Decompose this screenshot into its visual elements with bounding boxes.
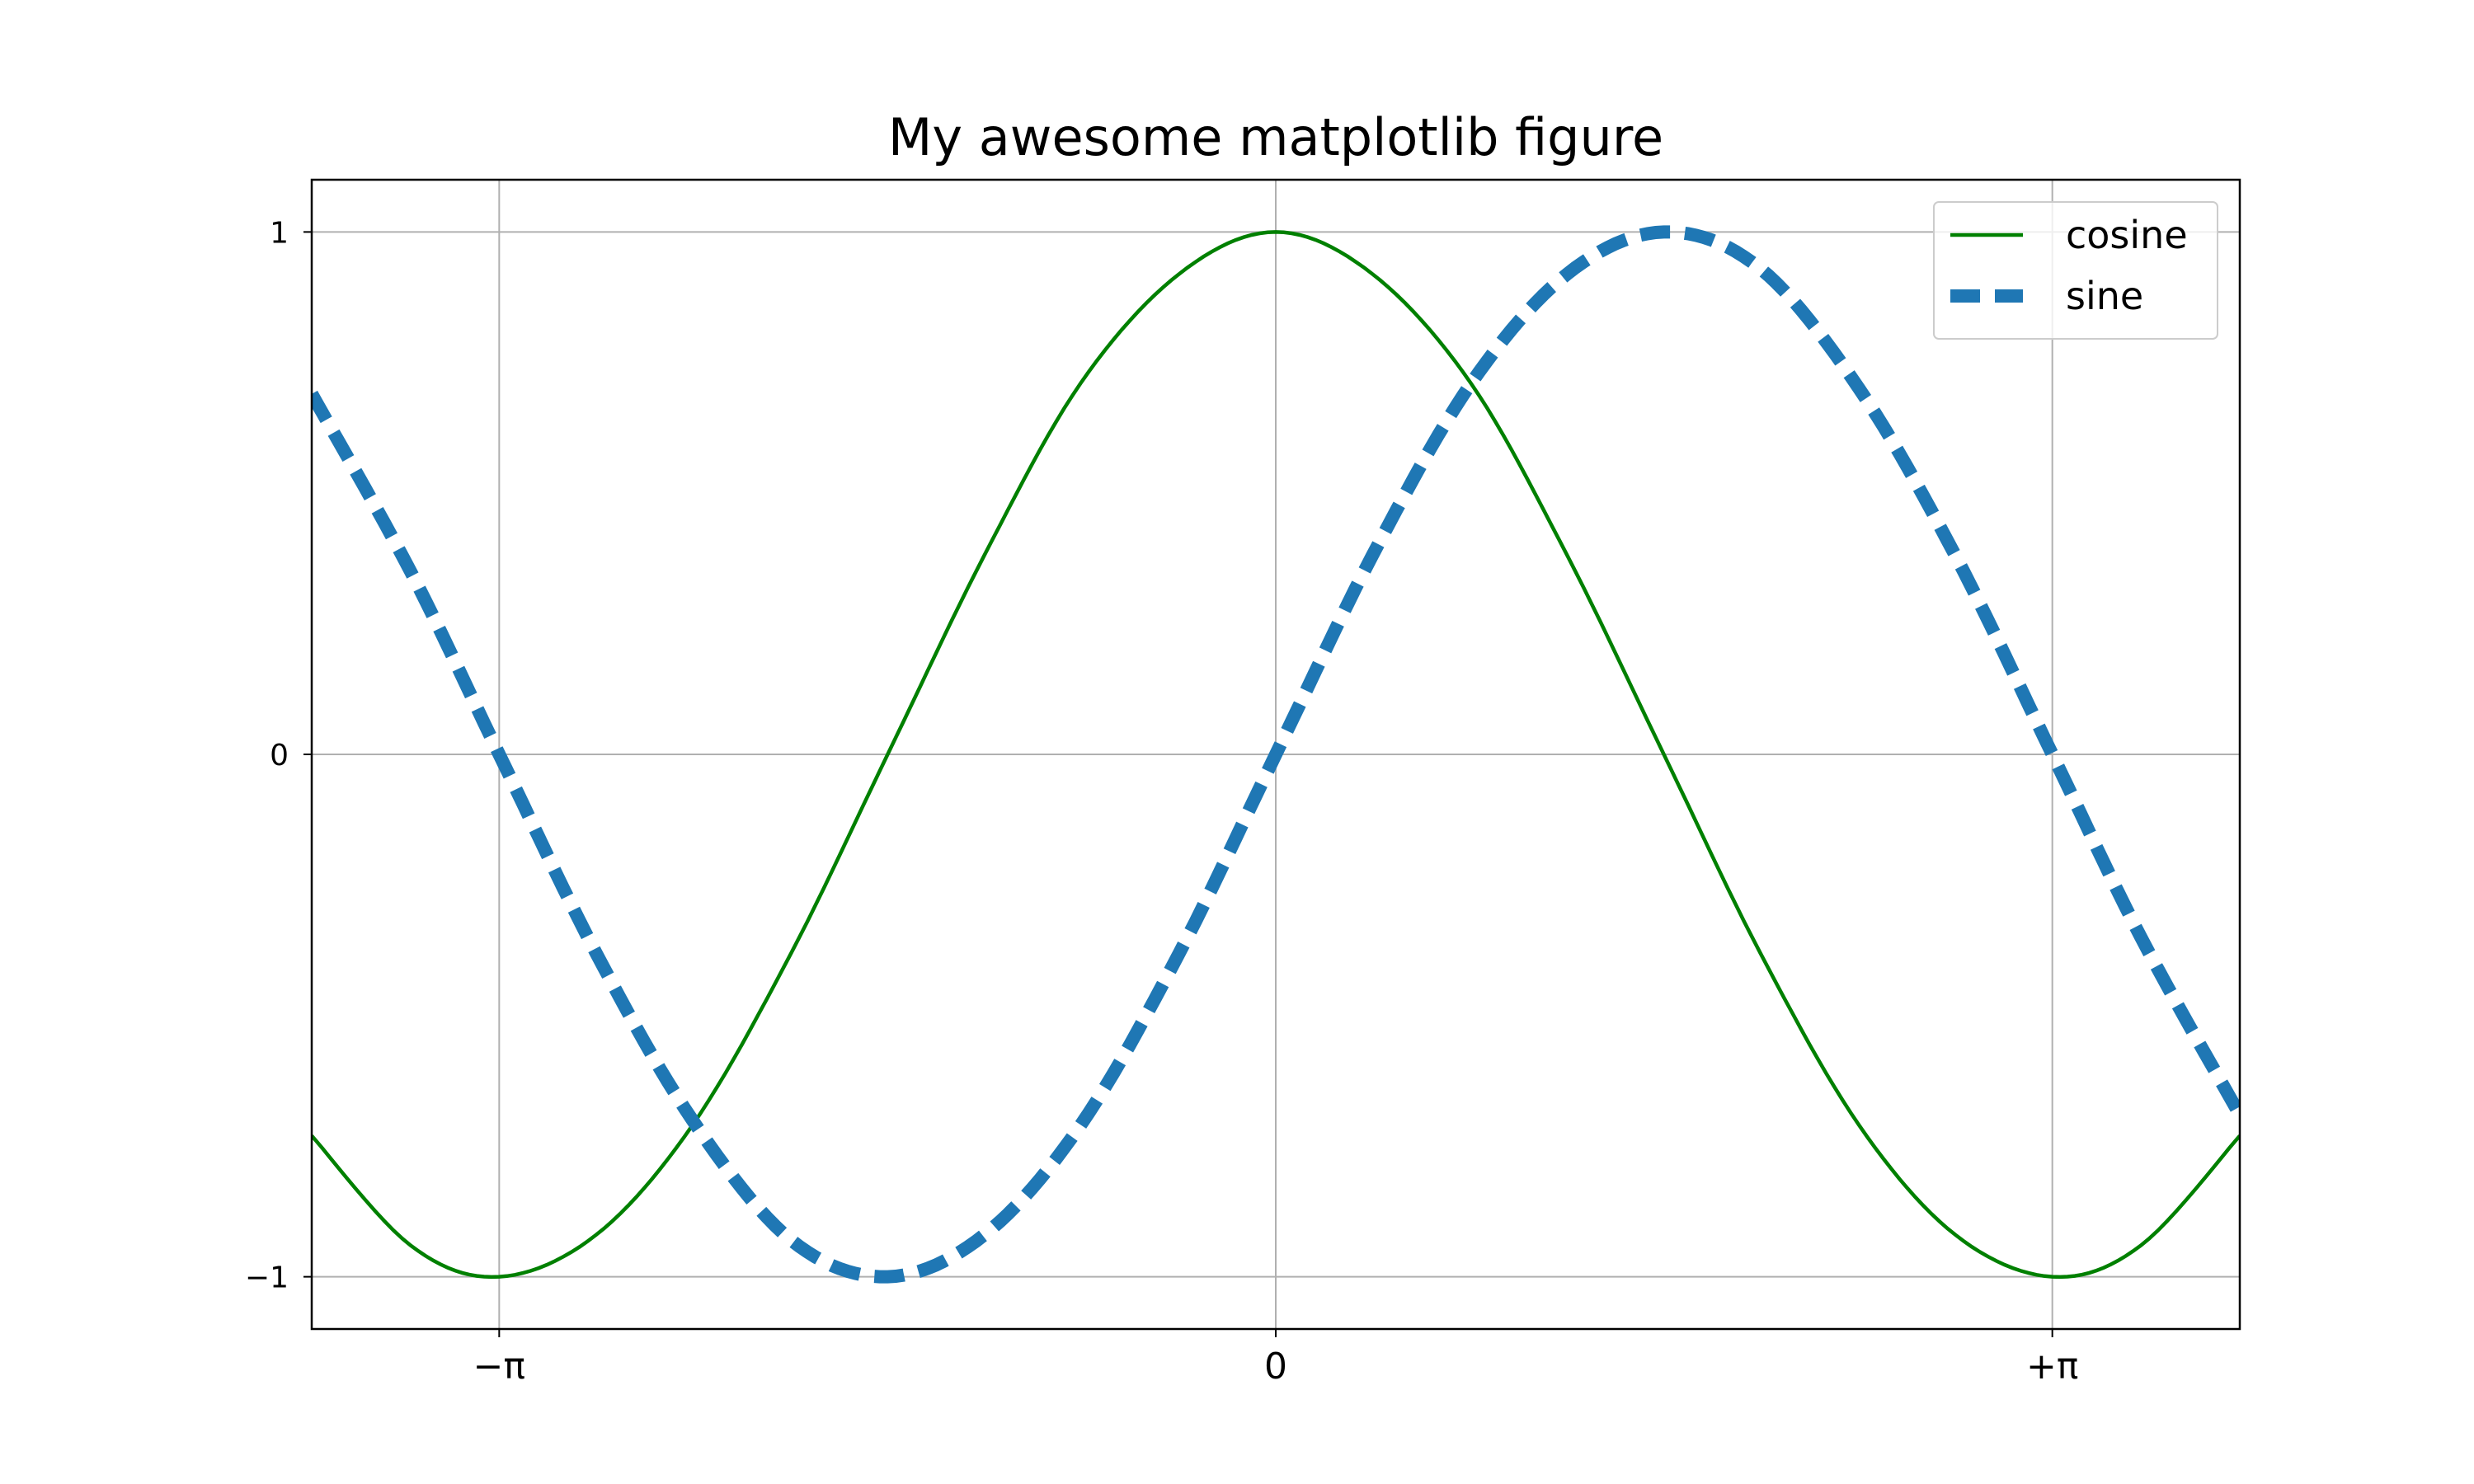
legend-items: cosine sine xyxy=(1950,213,2188,318)
legend-label-cosine: cosine xyxy=(2066,213,2188,257)
y-tick-label: 1 xyxy=(270,216,289,250)
ticks: −π 0 +π −1 0 1 xyxy=(245,216,2078,1388)
series-layer xyxy=(312,225,2240,1284)
legend: cosine sine xyxy=(1933,201,2218,340)
y-tick-label: 0 xyxy=(270,739,289,773)
x-tick-label: +π xyxy=(2026,1345,2078,1388)
series-line-cosine xyxy=(312,230,2240,1280)
legend-label-sine: sine xyxy=(2066,274,2143,318)
series-line-sine xyxy=(312,225,2240,1284)
x-tick-label: 0 xyxy=(1264,1345,1287,1388)
x-tick-label: −π xyxy=(473,1345,525,1388)
chart-title: My awesome matplotlib figure xyxy=(888,107,1663,167)
y-tick-label: −1 xyxy=(245,1261,289,1295)
